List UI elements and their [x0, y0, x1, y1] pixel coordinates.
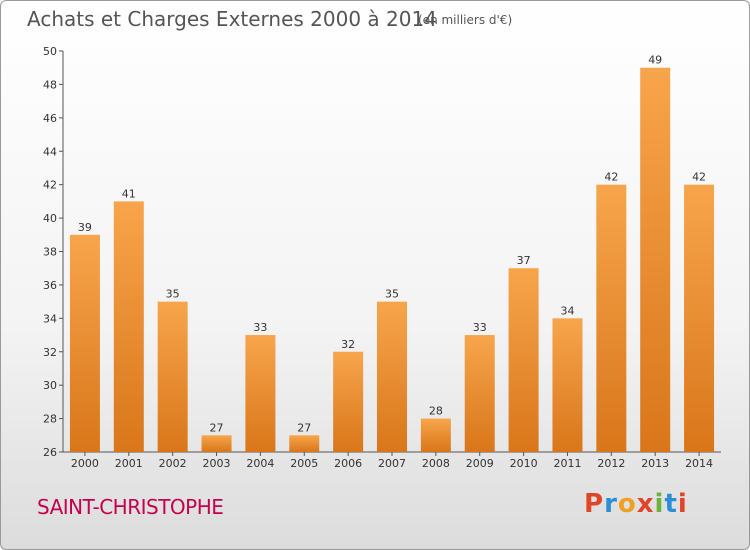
bar	[420, 418, 451, 452]
x-tick-label: 2004	[246, 457, 274, 470]
y-tick-label: 32	[43, 346, 57, 359]
x-tick-label: 2003	[203, 457, 231, 470]
commune-name: SAINT-CHRISTOPHE	[37, 495, 224, 519]
bar-value-label: 33	[473, 321, 487, 334]
logo-letter: i	[654, 489, 665, 519]
bar	[552, 318, 583, 452]
x-tick-label: 2000	[71, 457, 99, 470]
bar	[684, 184, 715, 452]
y-tick-label: 44	[43, 145, 57, 158]
x-tick-label: 2001	[115, 457, 143, 470]
bar	[377, 301, 407, 452]
y-tick-label: 42	[43, 179, 57, 192]
y-tick-label: 50	[43, 45, 57, 58]
logo-letter: t	[664, 489, 678, 519]
logo-letter: i	[677, 489, 688, 519]
logo-letter: x	[636, 489, 655, 519]
y-tick-label: 34	[43, 312, 57, 325]
bar	[201, 435, 232, 452]
bar-value-label: 42	[692, 171, 706, 184]
bar	[640, 67, 671, 452]
x-tick-label: 2007	[378, 457, 406, 470]
bar	[245, 335, 276, 452]
x-tick-label: 2006	[334, 457, 362, 470]
bar	[157, 301, 188, 452]
bar	[289, 435, 320, 452]
x-tick-label: 2014	[685, 457, 713, 470]
x-tick-label: 2008	[422, 457, 450, 470]
logo-letter: o	[617, 489, 637, 519]
bar-value-label: 27	[210, 421, 224, 434]
bar-value-label: 49	[648, 54, 662, 67]
bar-value-label: 33	[253, 321, 267, 334]
bar	[596, 184, 627, 452]
bar	[464, 335, 495, 452]
x-tick-label: 2012	[597, 457, 625, 470]
y-tick-label: 28	[43, 413, 57, 426]
x-tick-label: 2013	[641, 457, 669, 470]
y-tick-label: 40	[43, 212, 57, 225]
logo-letter: P	[584, 489, 605, 519]
bar-value-label: 34	[560, 304, 574, 317]
proxiti-logo: Proxiti	[584, 489, 688, 519]
chart-subtitle: (en milliers d'€)	[418, 13, 513, 27]
bar	[69, 234, 100, 452]
x-tick-label: 2002	[159, 457, 187, 470]
x-tick-label: 2011	[553, 457, 581, 470]
bar-value-label: 27	[297, 421, 311, 434]
logo-letter: r	[604, 489, 618, 519]
bar-value-label: 35	[166, 288, 180, 301]
x-tick-label: 2005	[290, 457, 318, 470]
y-tick-label: 26	[43, 446, 57, 459]
bar	[508, 268, 539, 452]
y-tick-label: 48	[43, 78, 57, 91]
y-tick-label: 36	[43, 279, 57, 292]
y-tick-label: 38	[43, 246, 57, 259]
bar	[113, 201, 144, 452]
bar-value-label: 41	[122, 187, 136, 200]
bar-value-label: 28	[429, 405, 443, 418]
x-tick-label: 2009	[466, 457, 494, 470]
y-tick-label: 46	[43, 112, 57, 125]
bar-value-label: 37	[517, 254, 531, 267]
bar	[333, 351, 364, 452]
bar-value-label: 42	[604, 171, 618, 184]
x-tick-label: 2010	[510, 457, 538, 470]
chart-title: Achats et Charges Externes 2000 à 2014	[27, 7, 437, 31]
bar-value-label: 32	[341, 338, 355, 351]
y-tick-label: 30	[43, 379, 57, 392]
bar-value-label: 39	[78, 221, 92, 234]
bar-value-label: 35	[385, 288, 399, 301]
